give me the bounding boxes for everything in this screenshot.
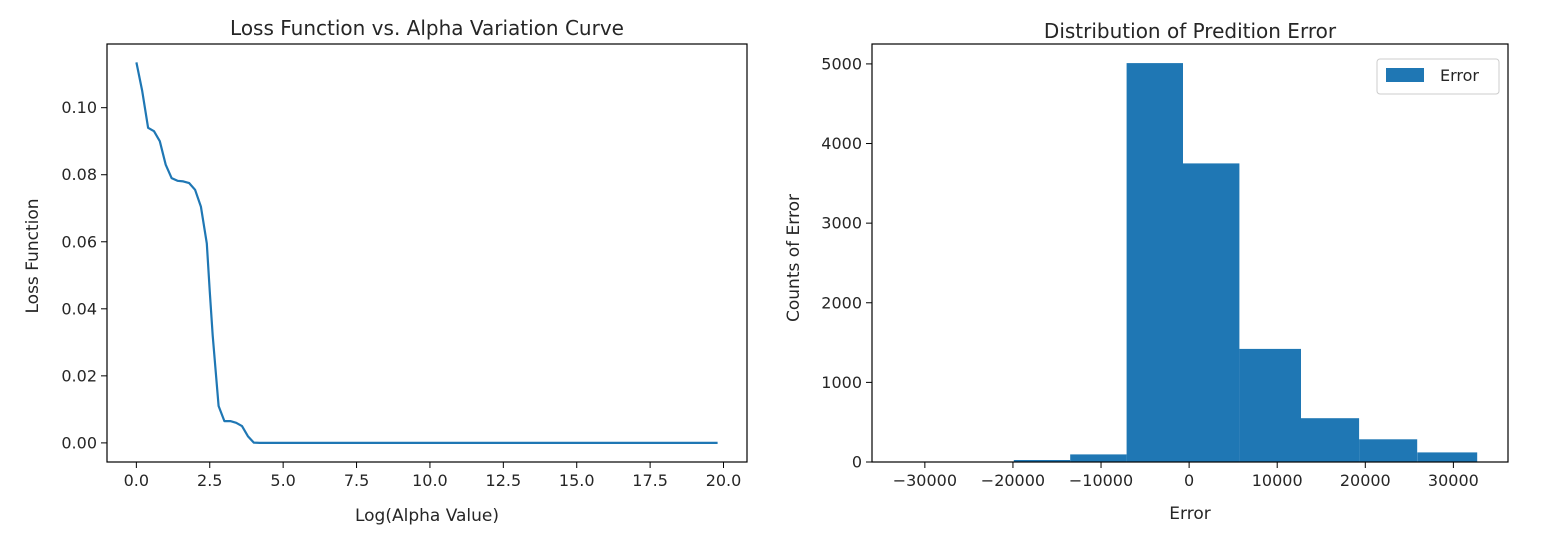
histogram-bar [1359, 439, 1418, 462]
error-histogram-chart: −30000 −20000 −10000 0 10000 20000 30000 0 1000… [784, 19, 1509, 524]
loss-chart-xlabel: Log(Alpha Value) [355, 506, 499, 526]
loss-x-tick-label: 20.0 [706, 471, 742, 490]
histogram-bar [1301, 418, 1360, 462]
histogram-legend: Error [1376, 58, 1500, 95]
histogram-y-tick-label: 0 [852, 453, 862, 472]
legend-entry-error: Error [1440, 66, 1479, 85]
histogram-y-tick-label: 5000 [821, 54, 862, 73]
loss-chart-ylabel: Loss Function [23, 199, 43, 314]
histogram-chart-xlabel: Error [1169, 504, 1210, 524]
histogram-x-tick-label: −20000 [981, 471, 1045, 490]
histogram-x-tick-label: −10000 [1069, 471, 1133, 490]
loss-x-tick-label: 12.5 [486, 471, 522, 490]
loss-x-tick-label: 2.5 [197, 471, 222, 490]
histogram-chart-title: Distribution of Predition Error [1044, 19, 1337, 43]
loss-x-tick-label: 17.5 [632, 471, 668, 490]
legend-box [1376, 58, 1500, 95]
loss-series-line [135, 62, 718, 444]
histogram-y-tick-label: 1000 [821, 373, 862, 392]
loss-y-tick-label: 0.00 [61, 433, 97, 452]
histogram-y-tick-label: 4000 [821, 134, 862, 153]
histogram-bar [1013, 460, 1071, 462]
loss-curve-chart: 0.0 2.5 5.0 7.5 10.0 12.5 15.0 17.5 20.0 0.00 0.0… [23, 16, 748, 526]
histogram-x-tick-label: 0 [1184, 471, 1194, 490]
loss-y-tick-label: 0.06 [61, 232, 97, 251]
histogram-plot-frame [871, 43, 1509, 463]
loss-x-tick-label: 15.0 [559, 471, 595, 490]
loss-plot-frame [106, 43, 748, 463]
loss-x-tick-label: 5.0 [270, 471, 295, 490]
loss-y-tick-label: 0.04 [61, 299, 97, 318]
loss-y-tick-label: 0.10 [61, 98, 97, 117]
histogram-x-tick-label: 20000 [1340, 471, 1391, 490]
histogram-bar [1239, 348, 1301, 462]
histogram-bar [1070, 454, 1127, 462]
histogram-x-tick-label: −30000 [893, 471, 957, 490]
histogram-x-tick-label: 10000 [1252, 471, 1303, 490]
histogram-y-tick-label: 2000 [821, 293, 862, 312]
loss-y-tick-label: 0.08 [61, 165, 97, 184]
histogram-bar [1417, 452, 1478, 462]
histogram-y-tick-label: 3000 [821, 214, 862, 233]
histogram-bar [1183, 163, 1240, 462]
loss-x-tick-label: 7.5 [344, 471, 369, 490]
loss-chart-title: Loss Function vs. Alpha Variation Curve [230, 16, 624, 40]
loss-x-tick-label: 10.0 [412, 471, 448, 490]
histogram-chart-ylabel: Counts of Error [784, 194, 804, 322]
loss-y-tick-label: 0.02 [61, 366, 97, 385]
histogram-bar [1126, 63, 1183, 462]
histogram-x-tick-label: 30000 [1428, 471, 1479, 490]
loss-x-tick-label: 0.0 [124, 471, 149, 490]
legend-swatch [1386, 68, 1424, 82]
